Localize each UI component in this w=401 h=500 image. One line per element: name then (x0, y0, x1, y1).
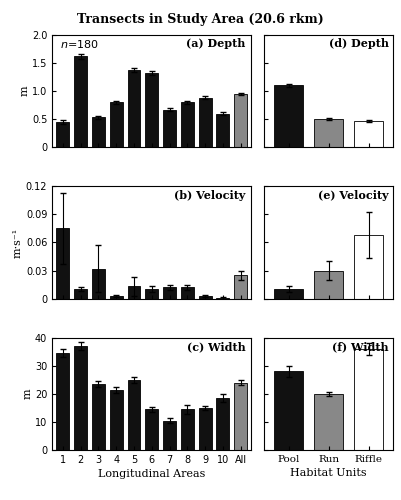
Bar (163, 110, 176, 147)
Bar (145, 289, 158, 298)
Bar (110, 390, 123, 450)
Text: (c) Width: (c) Width (186, 341, 245, 352)
Bar (74, 346, 87, 450)
Text: (b) Velocity: (b) Velocity (174, 190, 245, 201)
Bar (354, 122, 383, 147)
Text: (f) Width: (f) Width (332, 341, 389, 352)
Text: (e) Velocity: (e) Velocity (318, 190, 389, 201)
Bar (234, 94, 247, 147)
Bar (92, 384, 105, 450)
Bar (234, 275, 247, 298)
Bar (198, 98, 211, 147)
Text: (a) Depth: (a) Depth (186, 38, 245, 50)
Bar (110, 296, 123, 298)
Bar (234, 382, 247, 450)
Bar (181, 410, 194, 450)
Y-axis label: m: m (22, 388, 32, 399)
Bar (198, 408, 211, 450)
Bar (181, 102, 194, 147)
Bar (354, 235, 383, 298)
Bar (74, 56, 87, 147)
Bar (145, 410, 158, 450)
Bar (163, 288, 176, 298)
Bar (314, 394, 343, 450)
Bar (128, 380, 140, 450)
Bar (274, 289, 303, 298)
Bar (274, 86, 303, 147)
Bar (274, 372, 303, 450)
Bar (57, 122, 69, 147)
Bar (314, 270, 343, 298)
Bar (145, 73, 158, 147)
Bar (92, 268, 105, 298)
Bar (128, 70, 140, 147)
Text: (d) Depth: (d) Depth (329, 38, 389, 50)
Y-axis label: m: m (19, 86, 29, 97)
Bar (217, 114, 229, 147)
Bar (354, 349, 383, 450)
X-axis label: Longitudinal Areas: Longitudinal Areas (98, 469, 205, 479)
Bar (57, 354, 69, 450)
Text: $\it{n}$=180: $\it{n}$=180 (60, 38, 99, 50)
Bar (181, 288, 194, 298)
Bar (110, 102, 123, 147)
Bar (163, 420, 176, 450)
Bar (128, 286, 140, 298)
Y-axis label: m·s⁻¹: m·s⁻¹ (13, 228, 23, 258)
Bar (314, 119, 343, 147)
Bar (57, 228, 69, 298)
Bar (92, 118, 105, 147)
X-axis label: Habitat Units: Habitat Units (290, 468, 367, 478)
Text: Transects in Study Area (20.6 rkm): Transects in Study Area (20.6 rkm) (77, 12, 324, 26)
Bar (198, 296, 211, 298)
Bar (217, 398, 229, 450)
Bar (74, 289, 87, 298)
